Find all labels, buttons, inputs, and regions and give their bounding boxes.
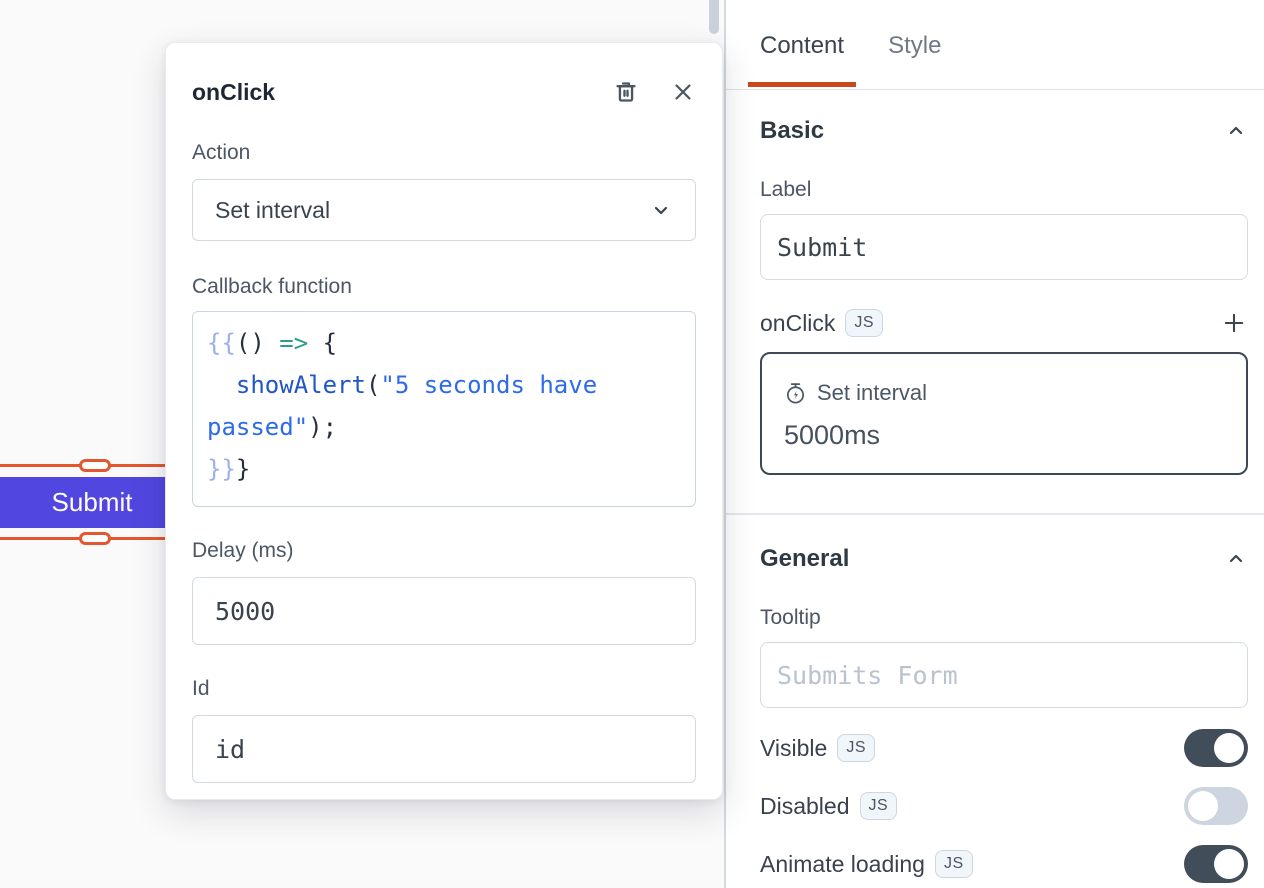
section-divider: [726, 513, 1264, 515]
add-action-button[interactable]: [1220, 309, 1248, 337]
callback-label: Callback function: [192, 275, 352, 298]
delay-label: Delay (ms): [192, 539, 294, 562]
id-input[interactable]: [192, 715, 696, 783]
tooltip-input[interactable]: [760, 642, 1248, 708]
label-field-label: Label: [760, 178, 812, 201]
property-label: Animate loading: [760, 850, 925, 877]
action-label: Action: [192, 141, 251, 164]
property-pane: Content Style Basic Label onClick JS: [724, 0, 1264, 888]
stopwatch-icon: [786, 382, 805, 403]
js-badge[interactable]: JS: [934, 850, 973, 878]
section-basic-title: Basic: [760, 117, 825, 144]
canvas-scrollbar-thumb[interactable]: [709, 0, 719, 34]
delete-action-button[interactable]: [612, 78, 640, 106]
tab-style[interactable]: Style: [888, 32, 941, 87]
onclick-action-popup: onClick Action Set interval Callback fun…: [165, 42, 723, 800]
resize-handle-bottom[interactable]: [79, 532, 111, 545]
property-pane-tabs: Content Style: [747, 0, 1248, 87]
tab-content[interactable]: Content: [747, 32, 857, 87]
chevron-down-icon: [654, 206, 668, 215]
toggle-rows-container: Visible JS Disabled JS Animate loading J…: [760, 728, 1248, 884]
action-select[interactable]: Set interval: [192, 179, 696, 241]
property-label: Disabled: [760, 792, 850, 819]
tabs-divider: [726, 89, 1264, 90]
toggle-switch[interactable]: [1184, 729, 1248, 767]
chevron-up-icon: [1229, 126, 1243, 135]
onclick-property-label: onClick: [760, 309, 836, 336]
event-card-action: Set interval: [817, 380, 928, 405]
label-field-input[interactable]: [760, 214, 1248, 280]
toggle-knob: [1188, 791, 1218, 821]
delay-input[interactable]: [192, 577, 696, 645]
toggle-knob: [1214, 733, 1244, 763]
property-toggle-row-disabled: Disabled JS: [760, 786, 1248, 826]
onclick-event-card[interactable]: Set interval 5000ms: [760, 352, 1248, 475]
tooltip-label: Tooltip: [760, 606, 821, 629]
id-label: Id: [192, 677, 210, 700]
section-basic-header[interactable]: Basic: [760, 117, 1248, 145]
js-badge[interactable]: JS: [859, 792, 898, 820]
property-toggle-row-visible: Visible JS: [760, 728, 1248, 768]
property-label: Visible: [760, 734, 828, 761]
popup-title: onClick: [192, 78, 276, 105]
js-badge[interactable]: JS: [837, 734, 876, 762]
toggle-knob: [1214, 849, 1244, 879]
property-toggle-row-animate-loading: Animate loading JS: [760, 844, 1248, 884]
section-general-title: General: [760, 545, 850, 572]
submit-widget-button[interactable]: Submit: [0, 477, 166, 528]
section-general-header[interactable]: General: [760, 545, 1248, 573]
plus-icon: [1224, 313, 1244, 333]
action-select-value: Set interval: [215, 196, 331, 223]
chevron-up-icon: [1229, 554, 1243, 563]
onclick-js-badge[interactable]: JS: [845, 309, 884, 337]
trash-icon: [616, 82, 636, 102]
toggle-switch[interactable]: [1184, 845, 1248, 883]
close-popup-button[interactable]: [670, 79, 696, 105]
resize-handle-top[interactable]: [79, 459, 111, 472]
event-card-detail: 5000ms: [784, 420, 881, 450]
callback-code-editor[interactable]: {{() => { showAlert("5 seconds have passe…: [192, 311, 696, 507]
close-icon: [675, 84, 691, 100]
toggle-switch[interactable]: [1184, 787, 1248, 825]
